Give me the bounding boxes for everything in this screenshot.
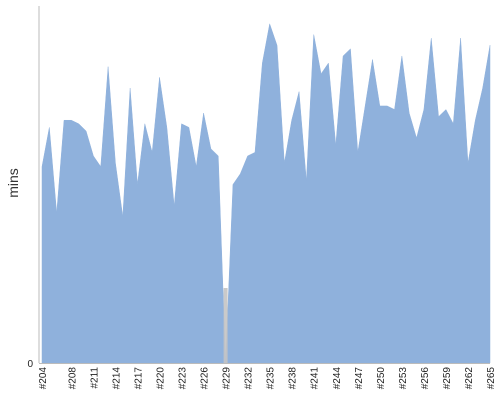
x-tick-label: #211 bbox=[89, 367, 100, 389]
x-tick-label: #232 bbox=[244, 367, 255, 390]
gap-marker bbox=[223, 288, 228, 363]
x-tick-label: #247 bbox=[354, 367, 365, 390]
x-tick-label: #238 bbox=[288, 367, 299, 390]
plot-area bbox=[38, 6, 491, 364]
x-tick-label: #217 bbox=[133, 367, 144, 390]
x-tick-label: #226 bbox=[200, 367, 211, 390]
x-tick-label: #244 bbox=[332, 367, 343, 390]
x-tick-label: #256 bbox=[420, 367, 431, 390]
x-tick-label: #229 bbox=[222, 367, 233, 390]
x-tick-label: #259 bbox=[442, 367, 453, 390]
x-tick-label: #220 bbox=[156, 367, 167, 390]
x-tick-label: #208 bbox=[67, 367, 78, 390]
x-tick-label: #235 bbox=[266, 367, 277, 390]
x-tick-labels: #204 #208 #211 #214 #217 #220 #223 #226 #229 #232… bbox=[38, 367, 497, 390]
x-tick-label: #265 bbox=[486, 367, 497, 390]
x-tick-label: #250 bbox=[376, 367, 387, 390]
x-tick-label: #262 bbox=[464, 367, 475, 390]
x-tick-label: #241 bbox=[310, 367, 321, 390]
y-axis-label: mins bbox=[5, 168, 21, 198]
y-tick-labels: 0 bbox=[27, 359, 33, 370]
x-tick-label: #253 bbox=[398, 367, 409, 390]
x-tick-label: #204 bbox=[38, 367, 49, 390]
series-area bbox=[41, 22, 491, 364]
x-tick-label: #214 bbox=[111, 367, 122, 390]
y-tick-label: 0 bbox=[27, 359, 33, 370]
x-tick-label: #223 bbox=[178, 367, 189, 390]
